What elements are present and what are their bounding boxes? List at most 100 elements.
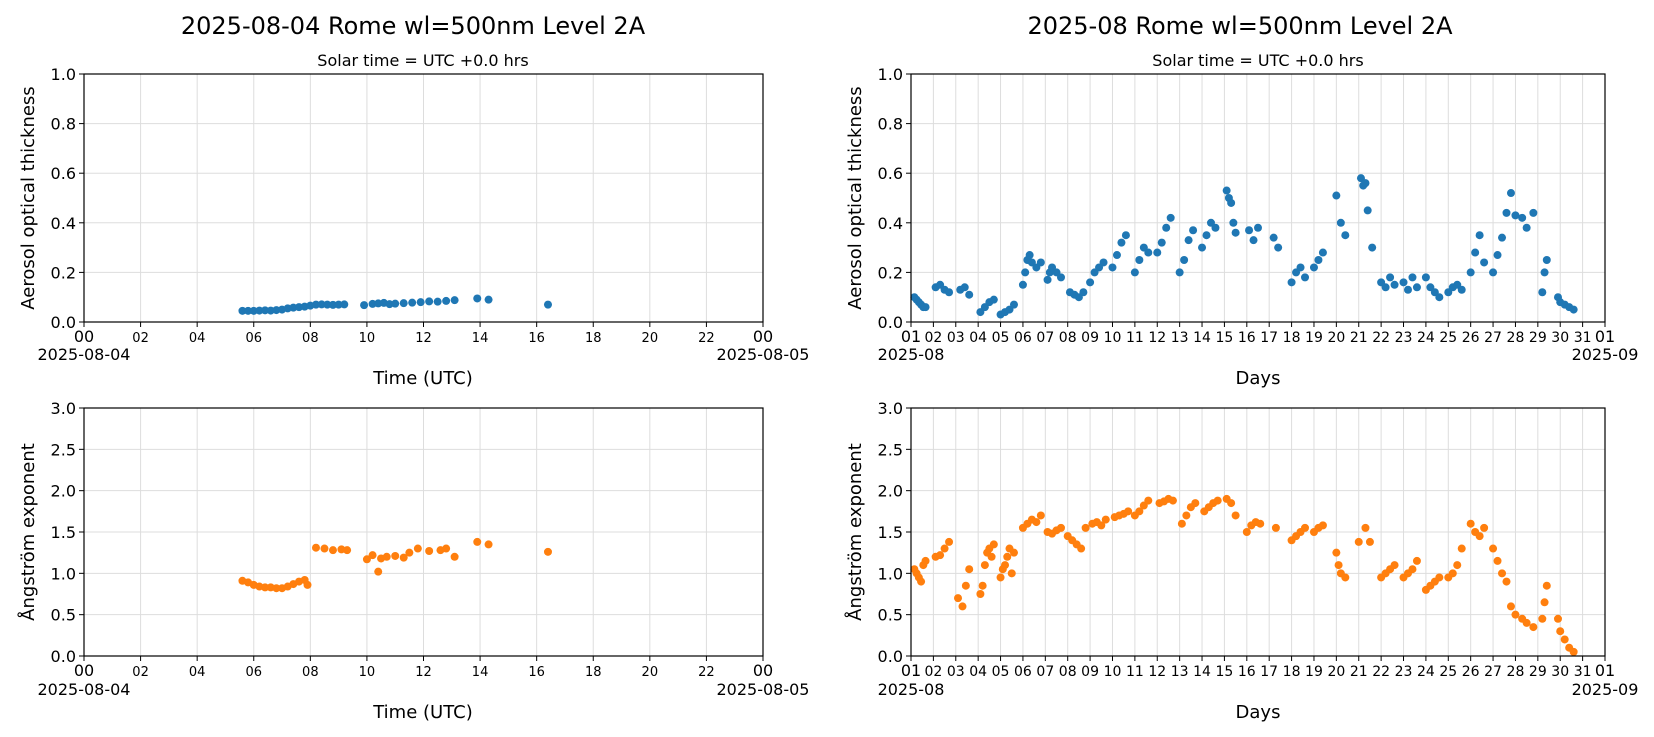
monthly-aod-point (1144, 248, 1153, 257)
monthly-aod-xtick-label: 23 (1395, 330, 1413, 346)
monthly-angstrom-point (1390, 561, 1399, 570)
monthly-aod-point (1502, 208, 1511, 217)
monthly-aod-point (1036, 258, 1045, 267)
monthly-angstrom-point (1506, 602, 1515, 611)
daily-aod-point (328, 300, 337, 309)
monthly-aod-point (1153, 248, 1162, 257)
daily-angstrom-xtick-label: 16 (528, 665, 545, 680)
daily-bottom-xlabel: Time (UTC) (372, 702, 473, 723)
daily-angstrom-ytick-label: 0.5 (51, 606, 76, 625)
monthly-aod-point (1269, 233, 1278, 242)
monthly-angstrom-xtick-label: 01 (1595, 661, 1615, 680)
monthly-aod-ytick-label: 0.0 (878, 313, 903, 332)
monthly-angstrom-ytick-label: 3.0 (878, 399, 903, 418)
monthly-angstrom-point (965, 565, 974, 574)
monthly-aod-point (1529, 208, 1538, 217)
monthly-aod-point (1175, 268, 1184, 277)
monthly-aod-xtick-label: 01 (1595, 327, 1615, 346)
monthly-angstrom-point (945, 537, 954, 546)
monthly-angstrom-xtick-label: 06 (1014, 664, 1032, 680)
monthly-angstrom-point (1493, 556, 1502, 565)
monthly-aod-point (1229, 218, 1238, 227)
daily-aod-point (244, 306, 253, 315)
monthly-aod-point (1540, 268, 1549, 277)
daily-top-end-date: 2025-08-05 (717, 345, 810, 364)
monthly-angstrom-xtick-label: 13 (1171, 664, 1189, 680)
monthly-angstrom-xtick-label: 17 (1260, 664, 1278, 680)
daily-angstrom-ytick-label: 1.5 (51, 523, 76, 542)
monthly-aod-point (1189, 226, 1198, 235)
monthly-angstrom-xtick-label: 26 (1462, 664, 1480, 680)
monthly-aod-point (1274, 243, 1283, 252)
monthly-aod-xtick-label: 09 (1081, 330, 1099, 346)
daily-aod-point (360, 301, 369, 310)
monthly-aod-point (1079, 288, 1088, 297)
monthly-angstrom-point (1191, 499, 1200, 508)
monthly-aod-point (1021, 268, 1030, 277)
monthly-angstrom-point (1560, 635, 1569, 644)
daily-aod-point (433, 297, 442, 306)
monthly-aod-point (1318, 248, 1327, 257)
monthly-aod-point (1363, 206, 1372, 215)
monthly-aod-point (1309, 263, 1318, 272)
monthly-aod-xtick-label: 02 (924, 330, 942, 346)
monthly-aod-point (1480, 258, 1489, 267)
monthly-aod-point (1466, 268, 1475, 277)
daily-angstrom-point (382, 552, 391, 561)
daily-angstrom-point (425, 547, 434, 556)
monthly-aod-xtick-label: 19 (1305, 330, 1323, 346)
daily-aod-xtick-label: 12 (415, 331, 432, 346)
monthly-angstrom-point (1124, 507, 1133, 516)
monthly-angstrom-point (1135, 507, 1144, 516)
monthly-angstrom-point (1256, 519, 1265, 528)
monthly-aod-point (1386, 273, 1395, 282)
monthly-angstrom-xtick-label: 16 (1238, 664, 1256, 680)
daily-aod-xtick-label: 00 (753, 327, 773, 346)
monthly-aod-point (1056, 273, 1065, 282)
monthly-angstrom-xtick-label: 01 (901, 661, 921, 680)
monthly-subtitle: Solar time = UTC +0.0 hrs (1152, 51, 1363, 70)
monthly-aod-xtick-label: 25 (1439, 330, 1457, 346)
daily-angstrom-ytick-label: 3.0 (51, 399, 76, 418)
daily-angstrom-ytick-label: 1.0 (51, 564, 76, 583)
monthly-aod-xtick-label: 06 (1014, 330, 1032, 346)
monthly-angstrom-xtick-label: 11 (1126, 664, 1144, 680)
monthly-aod-point (1475, 231, 1484, 240)
monthly-aod-point (1435, 293, 1444, 302)
monthly-bottom-xlabel: Days (1236, 702, 1281, 723)
monthly-angstrom-point (1569, 647, 1578, 656)
monthly-aod-xtick-label: 31 (1574, 330, 1592, 346)
monthly-aod-point (1332, 191, 1341, 200)
monthly-aod-xtick-label: 03 (947, 330, 965, 346)
daily-angstrom-point (272, 584, 281, 593)
monthly-aod-point (1399, 278, 1408, 287)
monthly-angstrom-point (1271, 523, 1280, 532)
daily-angstrom-point (473, 537, 482, 546)
monthly-angstrom-xtick-label: 03 (947, 664, 965, 680)
monthly-aod-point (1018, 280, 1027, 289)
daily-aod-xtick-label: 14 (472, 331, 489, 346)
monthly-angstrom-point (1077, 544, 1086, 553)
monthly-angstrom-point (1213, 496, 1222, 505)
daily-angstrom-point (311, 543, 320, 552)
daily-top-start-date: 2025-08-04 (38, 345, 131, 364)
monthly-angstrom-point (1542, 581, 1551, 590)
monthly-angstrom-xtick-label: 22 (1372, 664, 1390, 680)
daily-angstrom-point (362, 555, 371, 564)
monthly-aod-point (1314, 256, 1323, 264)
monthly-angstrom-point (1036, 511, 1045, 520)
monthly-angstrom-point (921, 556, 930, 565)
monthly-angstrom-point (1332, 548, 1341, 557)
daily-angstrom-point (261, 583, 270, 592)
monthly-aod-point (1390, 280, 1399, 289)
daily-subtitle: Solar time = UTC +0.0 hrs (317, 51, 528, 70)
monthly-aod-xtick-label: 07 (1036, 330, 1054, 346)
monthly-angstrom-point (1231, 511, 1240, 520)
daily-aod-xtick-label: 04 (189, 331, 206, 346)
daily-aod-xtick-label: 16 (528, 331, 545, 346)
monthly-aod-point (1249, 236, 1258, 245)
monthly-aod-point (1157, 238, 1166, 247)
monthly-angstrom-ylabel: Ångström exponent (844, 443, 866, 621)
monthly-aod-ytick-label: 1.0 (878, 65, 903, 84)
